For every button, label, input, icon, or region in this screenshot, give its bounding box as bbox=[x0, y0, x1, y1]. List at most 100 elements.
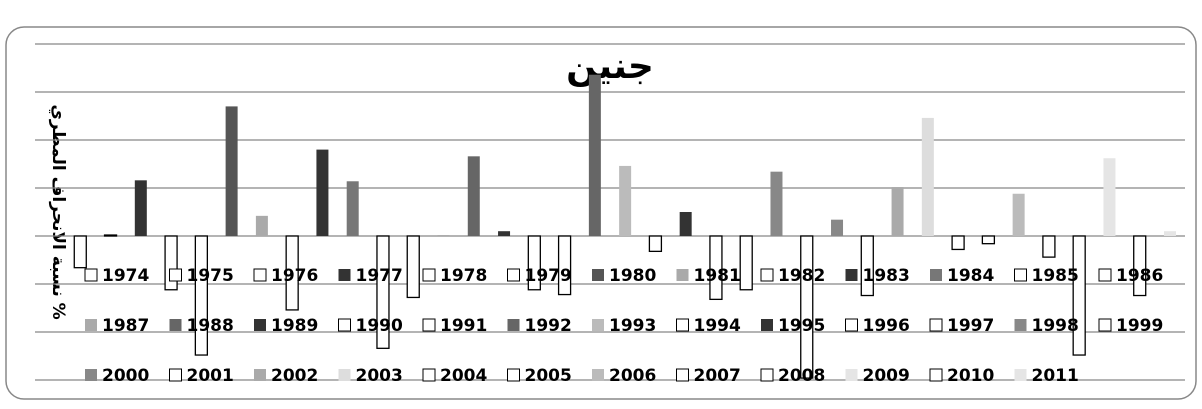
legend-swatch bbox=[338, 369, 351, 381]
legend-swatch bbox=[253, 268, 267, 282]
legend-swatch bbox=[845, 369, 858, 381]
legend-label: 1987 bbox=[102, 316, 149, 336]
legend-label: 2003 bbox=[356, 366, 403, 386]
legend-label: 2010 bbox=[947, 366, 994, 386]
bar bbox=[770, 171, 783, 236]
legend-swatch bbox=[85, 319, 97, 331]
legend-label: 1984 bbox=[947, 266, 994, 286]
bar bbox=[619, 165, 632, 236]
legend-swatch bbox=[507, 368, 520, 382]
bar bbox=[679, 212, 692, 236]
legend-swatch bbox=[1098, 268, 1112, 282]
legend-swatch bbox=[1014, 369, 1027, 381]
legend-label: 1992 bbox=[525, 316, 572, 336]
bar bbox=[648, 235, 663, 253]
bar bbox=[921, 117, 934, 236]
bar bbox=[285, 235, 299, 311]
legend-label: 2000 bbox=[102, 366, 149, 386]
chart-title: جنين bbox=[566, 46, 654, 87]
legend-label: 2007 bbox=[694, 366, 741, 386]
bar bbox=[225, 106, 238, 237]
legend-swatch bbox=[760, 368, 774, 382]
bar bbox=[467, 156, 480, 236]
legend-swatch bbox=[254, 369, 266, 381]
legend-label: 1988 bbox=[187, 316, 234, 336]
bar bbox=[800, 235, 814, 379]
legend-swatch bbox=[169, 319, 182, 331]
legend-swatch bbox=[507, 268, 520, 282]
legend-label: 1979 bbox=[525, 266, 572, 286]
legend-label: 1980 bbox=[609, 266, 656, 286]
bar bbox=[527, 235, 541, 291]
bar bbox=[709, 235, 723, 301]
legend-label: 1981 bbox=[694, 266, 741, 286]
legend-label: 2005 bbox=[525, 366, 572, 386]
bar bbox=[1042, 235, 1056, 258]
legend-label: 1994 bbox=[694, 316, 741, 336]
legend-label: 1986 bbox=[1116, 266, 1163, 286]
bar bbox=[739, 235, 753, 291]
bar bbox=[588, 74, 601, 236]
legend-swatch bbox=[1014, 319, 1027, 331]
legend-swatch bbox=[169, 368, 182, 382]
bar bbox=[437, 235, 450, 236]
legend-label: 2004 bbox=[440, 366, 487, 386]
legend-label: 2008 bbox=[778, 366, 825, 386]
legend-label: 2011 bbox=[1032, 366, 1079, 386]
legend-label: 1982 bbox=[778, 266, 825, 286]
legend-swatch bbox=[85, 369, 97, 381]
bar bbox=[1072, 235, 1086, 356]
legend-label: 1985 bbox=[1032, 266, 1079, 286]
legend-label: 1975 bbox=[187, 266, 234, 286]
legend-label: 1989 bbox=[271, 316, 318, 336]
legend-label: 1996 bbox=[863, 316, 910, 336]
bar bbox=[981, 235, 996, 245]
legend-label: 2001 bbox=[187, 366, 234, 386]
bar bbox=[164, 235, 178, 291]
bar bbox=[1133, 235, 1147, 297]
legend-swatch bbox=[1098, 318, 1112, 332]
legend-label: 1990 bbox=[356, 316, 403, 336]
legend-swatch bbox=[929, 368, 943, 382]
legend-label: 1977 bbox=[356, 266, 403, 286]
legend-swatch bbox=[422, 318, 436, 332]
legend-swatch bbox=[338, 318, 351, 332]
legend-label: 1993 bbox=[609, 316, 656, 336]
legend-label: 2006 bbox=[609, 366, 656, 386]
bar bbox=[1103, 158, 1116, 236]
legend-swatch bbox=[761, 319, 773, 331]
legend-swatch bbox=[507, 319, 520, 331]
legend-swatch bbox=[422, 268, 436, 282]
legend-swatch bbox=[592, 369, 604, 381]
bar bbox=[73, 235, 87, 269]
legend-swatch bbox=[845, 269, 858, 281]
bar bbox=[134, 180, 147, 236]
legend-label: 1983 bbox=[863, 266, 910, 286]
bar bbox=[346, 181, 359, 236]
bar bbox=[951, 235, 965, 251]
legend-swatch bbox=[422, 368, 436, 382]
legend-swatch bbox=[676, 318, 689, 332]
bar bbox=[891, 187, 904, 236]
legend-label: 1974 bbox=[102, 266, 149, 286]
bar bbox=[316, 149, 329, 236]
legend-swatch bbox=[338, 269, 351, 281]
bar bbox=[1012, 193, 1025, 236]
bar bbox=[103, 234, 118, 237]
legend-swatch bbox=[676, 269, 689, 281]
legend-label: 1997 bbox=[947, 316, 994, 336]
legend-label: 1998 bbox=[1032, 316, 1079, 336]
legend-label: 1991 bbox=[440, 316, 487, 336]
y-axis-label: نسبة الانحراف المطري % bbox=[48, 104, 68, 319]
legend-swatch bbox=[254, 319, 266, 331]
legend-swatch bbox=[676, 368, 689, 382]
chart-frame bbox=[5, 26, 1197, 400]
legend-label: 1978 bbox=[440, 266, 487, 286]
legend-swatch bbox=[1014, 268, 1027, 282]
bar bbox=[406, 235, 420, 299]
legend-swatch bbox=[592, 269, 604, 281]
legend-label: 1999 bbox=[1116, 316, 1163, 336]
legend-label: 2009 bbox=[863, 366, 910, 386]
bar bbox=[831, 219, 844, 236]
